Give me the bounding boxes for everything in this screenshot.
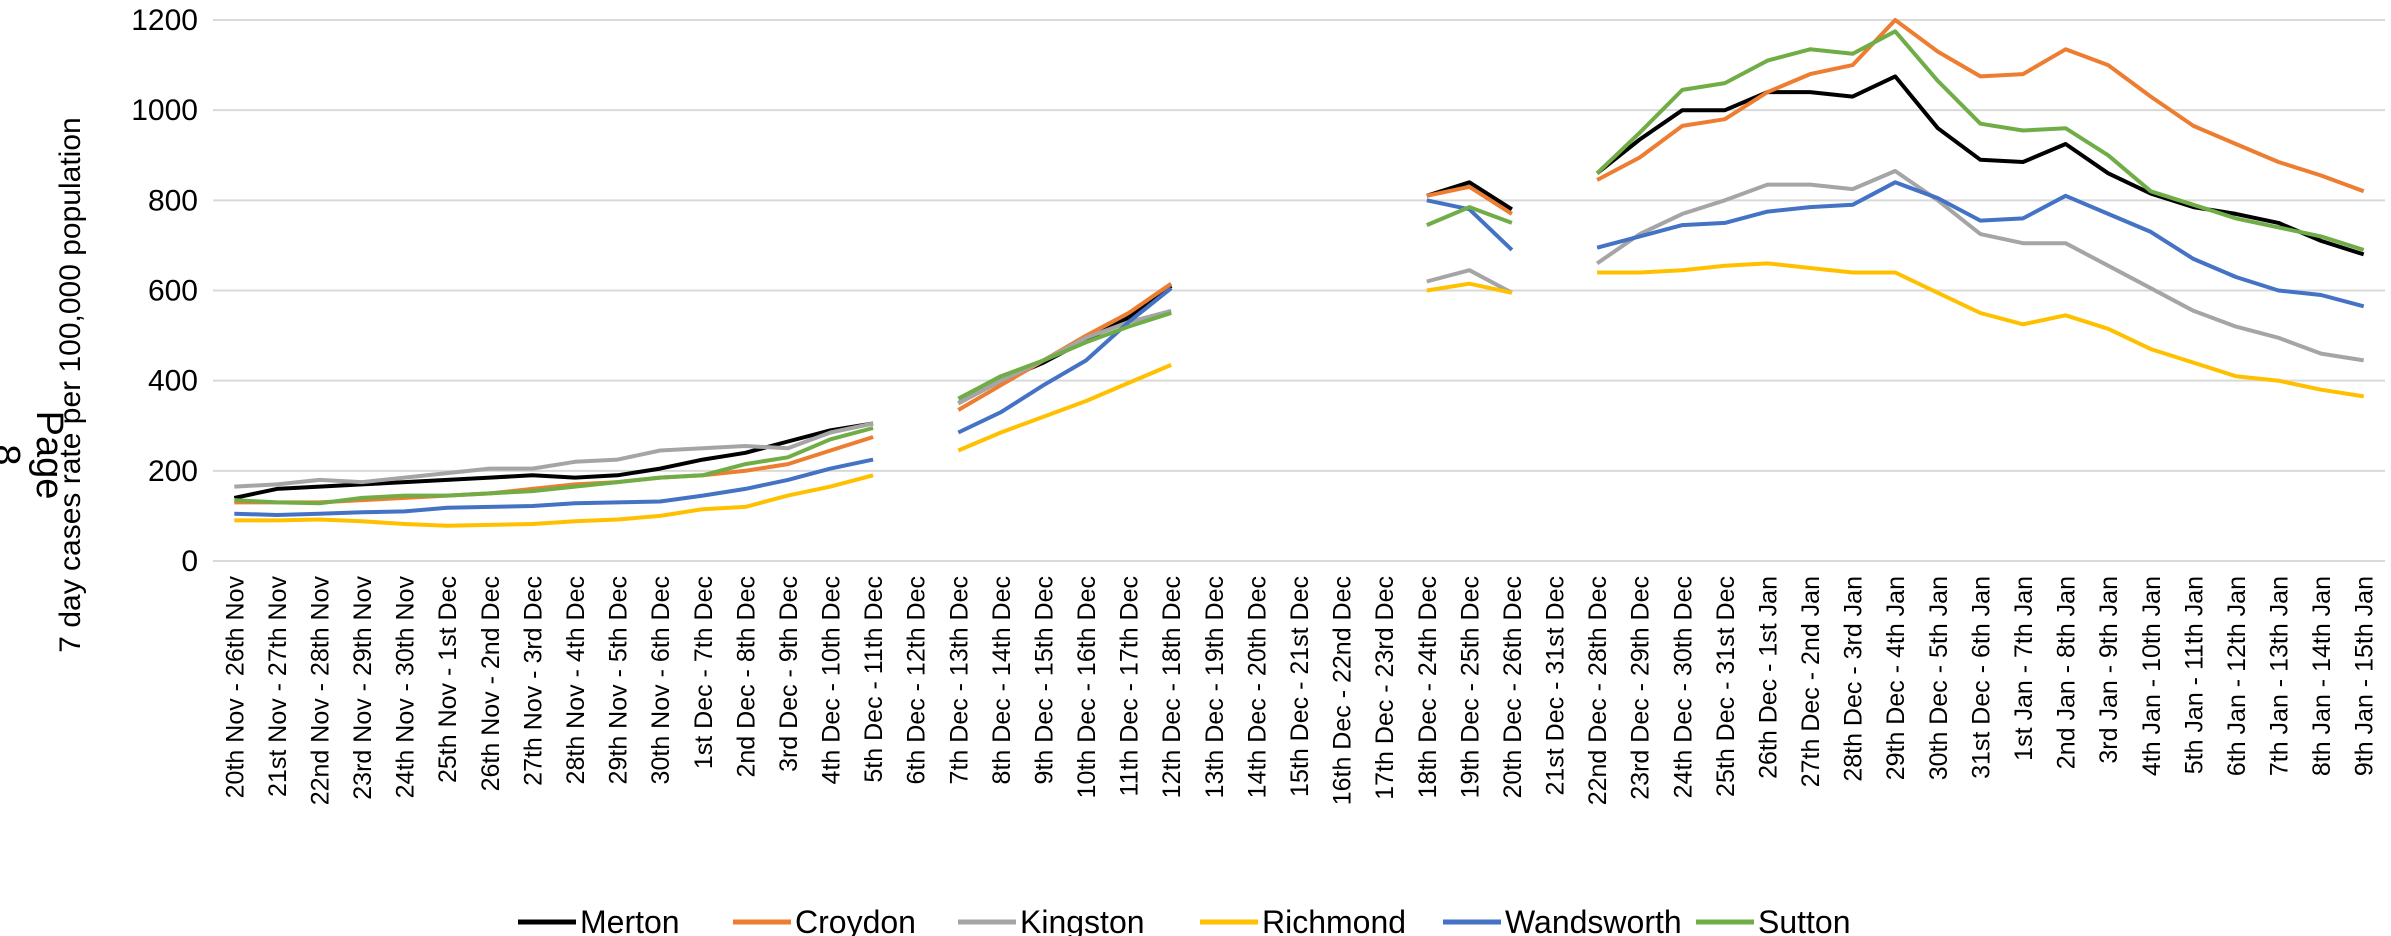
x-tick-label: 22nd Dec - 28th Dec [1584,576,1612,805]
legend: Merton Croydon Kingston Richmond Wandsworth S… [518,904,1851,936]
series-kingston [234,169,2365,489]
series-line-segment [1595,29,2365,252]
x-tick-label: 24th Dec - 30th Dec [1669,576,1697,798]
x-tick-label: 10th Dec - 16th Dec [1073,576,1101,798]
series-sutton [234,29,2365,506]
y-tick-label: 0 [181,545,198,578]
legend-label: Kingston [1020,904,1145,936]
x-tick-label: 15th Dec - 21st Dec [1286,576,1314,797]
series-line-segment [1426,205,1513,227]
x-tick-label: 7th Dec - 13th Dec [945,576,973,784]
y-tick-label: 200 [148,455,198,488]
x-tick-label: 14th Dec - 20th Dec [1243,576,1271,798]
x-tick-label: 3rd Jan - 9th Jan [2095,576,2123,764]
x-tick-label: 12th Dec - 18th Dec [1158,576,1186,798]
x-tick-label: 26th Dec - 1st Jan [1754,576,1782,779]
series-line-segment [957,308,1172,405]
series-line-segment [1426,268,1513,295]
x-tick-label: 5th Jan - 11th Jan [2180,576,2208,774]
series-richmond [234,261,2365,528]
x-tick-label: 4th Dec - 10th Dec [818,576,846,784]
x-tick-label: 8th Jan - 14th Jan [2308,576,2336,776]
x-tick-label: 5th Dec - 11th Dec [860,576,888,783]
series-line-segment [1596,18,2365,194]
series-merton [233,74,2365,500]
gridlines [213,19,2385,562]
x-tick-label: 25th Nov - 1st Dec [434,576,462,783]
series-lines [233,18,2365,528]
x-tick-label: 30th Dec - 5th Jan [1925,576,1953,780]
x-tick-label: 7th Jan - 13th Jan [2266,576,2294,776]
legend-label: Richmond [1262,904,1406,936]
series-line-segment [957,282,1173,412]
series-line-segment [234,457,874,517]
series-line-segment [1595,74,2365,257]
legend-label: Wandsworth [1505,904,1682,936]
x-tick-label: 23rd Nov - 29th Nov [349,576,377,800]
x-tick-label: 6th Dec - 12th Dec [903,576,931,784]
series-line-segment [1597,261,2365,399]
x-tick-label: 23rd Dec - 29th Dec [1627,576,1655,800]
x-tick-label: 13th Dec - 19th Dec [1201,576,1229,798]
x-tick-label: 21st Nov - 27th Nov [264,576,292,797]
x-tick-label: 9th Dec - 15th Dec [1030,576,1058,784]
series-line-segment [1426,281,1513,295]
x-tick-label: 19th Dec - 25th Dec [1456,576,1484,798]
x-tick-label: 16th Dec - 22nd Dec [1329,576,1357,805]
series-line-segment [234,473,874,528]
x-tick-label: 22nd Nov - 28th Nov [306,576,334,806]
series-line-segment [1595,169,2365,363]
x-tick-label: 9th Jan - 15th Jan [2351,576,2379,776]
x-tick-label: 2nd Jan - 8th Jan [2053,576,2081,769]
x-tick-label: 21st Dec - 31st Dec [1542,576,1570,796]
x-tick-label: 27th Nov - 3rd Dec [519,576,547,786]
x-tick-label: 1st Dec - 7th Dec [690,576,718,769]
series-croydon [234,18,2365,505]
x-tick-label: 18th Dec - 24th Dec [1414,576,1442,798]
series-line-segment [234,426,874,506]
series-line-segment [234,421,874,489]
series-line-segment [1426,184,1513,216]
x-tick-label: 26th Nov - 2nd Dec [477,576,505,791]
x-axis-ticks: 20th Nov - 26th Nov 21st Nov - 27th Nov 22… [221,576,2378,806]
x-tick-label: 24th Nov - 30th Nov [392,576,420,799]
page-number: Page 8 [0,410,70,500]
x-tick-label: 27th Dec - 2nd Jan [1797,576,1825,787]
x-tick-label: 2nd Dec - 8th Dec [732,576,760,778]
y-tick-label: 400 [148,365,198,398]
x-tick-label: 11th Dec - 17th Dec [1116,576,1144,796]
x-tick-label: 20th Nov - 26th Nov [221,576,249,799]
legend-label: Sutton [1758,904,1851,936]
series-line-segment [957,311,1172,401]
y-axis-label: 7 day cases rate per 100,000 population [54,117,87,652]
x-tick-label: 3rd Dec - 9th Dec [775,576,803,772]
x-tick-label: 6th Jan - 12th Jan [2223,576,2251,776]
x-tick-label: 25th Dec - 31st Dec [1712,576,1740,797]
x-tick-label: 29th Nov - 5th Dec [605,576,633,784]
series-wandsworth [234,180,2365,517]
x-tick-label: 31st Dec - 6th Jan [1967,576,1995,779]
x-tick-label: 1st Jan - 7th Jan [2010,576,2038,761]
x-tick-label: 20th Dec - 26th Dec [1499,576,1527,798]
series-line-segment [1426,198,1514,252]
x-tick-label: 29th Dec - 4th Jan [1882,576,1910,780]
y-tick-label: 1200 [131,4,198,37]
x-tick-label: 28th Nov - 4th Dec [562,576,590,784]
series-line-segment [957,363,1172,453]
x-tick-label: 30th Nov - 6th Dec [647,576,675,784]
y-tick-label: 800 [148,184,198,217]
y-tick-label: 1000 [131,94,198,127]
series-line-segment [1596,180,2365,309]
legend-label: Merton [580,904,680,936]
x-tick-label: 17th Dec - 23rd Dec [1371,576,1399,800]
series-line-segment [957,286,1173,435]
x-tick-label: 28th Dec - 3rd Jan [1840,576,1868,782]
y-axis-ticks: 0 200 400 600 800 1000 1200 [131,4,198,578]
x-tick-label: 4th Jan - 10th Jan [2138,576,2166,776]
x-tick-label: 8th Dec - 14th Dec [988,576,1016,784]
legend-label: Croydon [795,904,916,936]
y-tick-label: 600 [148,275,198,308]
